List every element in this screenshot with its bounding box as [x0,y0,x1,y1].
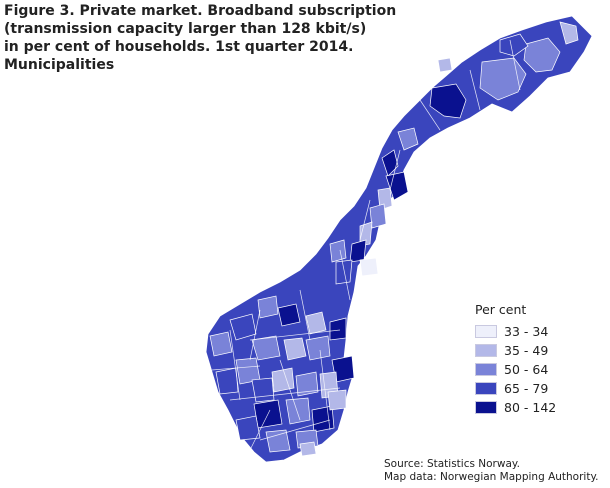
municipality-region [283,337,307,361]
legend-item-65-79: 65 - 79 [475,379,556,398]
title-line-2: (transmission capacity larger than 128 k… [4,21,367,37]
municipality-region [479,57,527,101]
municipality-border [389,149,401,191]
municipality-border [229,387,341,401]
municipality-region [369,203,387,229]
municipality-border [211,365,261,371]
title-line-4: Municipalities [4,57,115,73]
municipality-region [277,303,301,327]
municipality-region [305,335,331,361]
municipality-region [329,239,347,263]
municipality-border [509,39,521,91]
legend-swatch [475,401,497,414]
legend-item-35-49: 35 - 49 [475,341,556,360]
municipality-region [499,33,529,57]
municipality-border [469,69,481,111]
municipality-border [249,329,341,341]
municipality-border [249,309,261,361]
legend-label: 33 - 34 [504,324,549,339]
municipality-region [381,149,399,177]
legend: Per cent 33 - 34 35 - 49 50 - 64 65 - 79… [475,302,556,417]
municipality-region [385,171,409,201]
municipality-region [559,21,579,45]
municipality-region [335,259,353,285]
municipality-border [249,409,271,451]
legend-swatch [475,382,497,395]
source-note: Source: Statistics Norway. Map data: Nor… [384,458,599,484]
municipality-border [279,359,301,421]
municipality-border [229,329,241,401]
municipality-border [419,99,441,131]
legend-item-50-64: 50 - 64 [475,360,556,379]
municipality-region [209,331,233,357]
legend-label: 65 - 79 [504,381,549,396]
legend-swatch [475,344,497,357]
municipality-region [271,367,295,393]
municipality-border [339,249,351,301]
legend-label: 35 - 49 [504,343,549,358]
source-line-2: Map data: Norwegian Mapping Authority. [384,471,599,483]
municipality-border [359,199,371,241]
legend-item-33-34: 33 - 34 [475,322,556,341]
municipality-region [299,441,317,457]
source-line-1: Source: Statistics Norway. [384,458,520,470]
legend-label: 80 - 142 [504,400,557,415]
title-line-3: in per cent of households. 1st quarter 2… [4,39,354,55]
legend-title: Per cent [475,302,527,317]
legend-label: 50 - 64 [504,362,549,377]
municipality-region [251,377,275,403]
legend-swatch [475,363,497,376]
municipality-region [437,57,453,73]
municipality-border [259,419,331,441]
legend-item-80-142: 80 - 142 [475,398,556,417]
municipality-region [235,415,261,441]
municipality-border [319,349,331,431]
municipality-region [215,367,239,395]
municipality-region [295,371,319,397]
municipality-region [397,127,419,151]
municipality-region [229,313,257,341]
municipality-region [265,429,291,453]
map-title: Figure 3. Private market. Broadband subs… [4,2,397,74]
municipality-region [257,295,279,319]
municipality-border [299,289,311,341]
title-line-1: Figure 3. Private market. Broadband subs… [4,3,397,19]
municipality-region [429,83,467,119]
municipality-region [285,397,311,425]
municipality-region [251,335,281,361]
legend-swatch [475,325,497,338]
municipality-region [359,257,379,277]
municipality-region [329,317,347,341]
municipality-region [523,37,561,73]
municipality-region [327,389,347,411]
municipality-region [305,311,327,335]
